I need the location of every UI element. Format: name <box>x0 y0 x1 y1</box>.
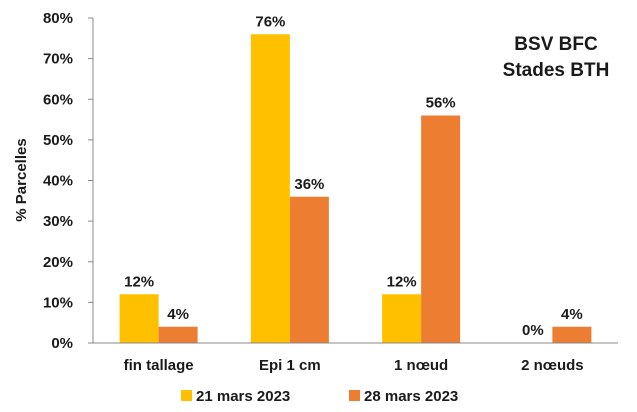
y-tick-label: 60% <box>43 91 73 108</box>
y-tick-label: 70% <box>43 51 73 68</box>
bar <box>421 115 461 343</box>
y-tick-label: 20% <box>43 254 73 271</box>
x-tick-label: fin tallage <box>124 357 194 374</box>
y-tick-label: 40% <box>43 173 73 190</box>
legend-label: 21 mars 2023 <box>196 388 290 405</box>
y-axis: 0% 10% 20% 30% 40% 50% 60% 70% 80% <box>43 10 94 352</box>
data-label: 56% <box>426 95 456 112</box>
data-label: 12% <box>124 273 154 290</box>
bar <box>552 326 592 343</box>
y-tick-label: 30% <box>43 213 73 230</box>
legend-swatch <box>349 390 360 401</box>
data-label: 4% <box>561 306 583 323</box>
legend: 21 mars 2023 28 mars 2023 <box>181 388 458 405</box>
y-tick-label: 0% <box>51 335 73 352</box>
legend-label: 28 mars 2023 <box>364 388 458 405</box>
bar <box>250 34 290 343</box>
chart-title-line-1: BSV BFC <box>514 34 598 55</box>
x-tick-label: 1 nœud <box>394 357 448 374</box>
bar <box>382 294 422 343</box>
x-tick-label: 2 nœuds <box>521 357 584 374</box>
bars <box>119 34 592 343</box>
data-label: 12% <box>387 273 417 290</box>
bar <box>158 326 198 343</box>
data-label: 76% <box>255 13 285 30</box>
x-tick-label: Epi 1 cm <box>259 357 321 374</box>
y-tick-label: 50% <box>43 132 73 149</box>
y-axis-label: % Parcelles <box>13 138 30 221</box>
data-label: 0% <box>522 322 544 339</box>
chart-title-line-2: Stades BTH <box>503 60 610 81</box>
bar <box>119 294 159 343</box>
legend-swatch <box>181 390 192 401</box>
y-tick-label: 80% <box>43 10 73 27</box>
x-axis: fin tallage Epi 1 cm 1 nœud 2 nœuds <box>93 342 618 374</box>
data-label: 36% <box>294 176 324 193</box>
bar <box>289 196 329 343</box>
data-label: 4% <box>167 306 189 323</box>
data-labels: 12% 4% 76% 36% 12% 56% 0% 4% <box>124 13 583 339</box>
y-tick-label: 10% <box>43 294 73 311</box>
